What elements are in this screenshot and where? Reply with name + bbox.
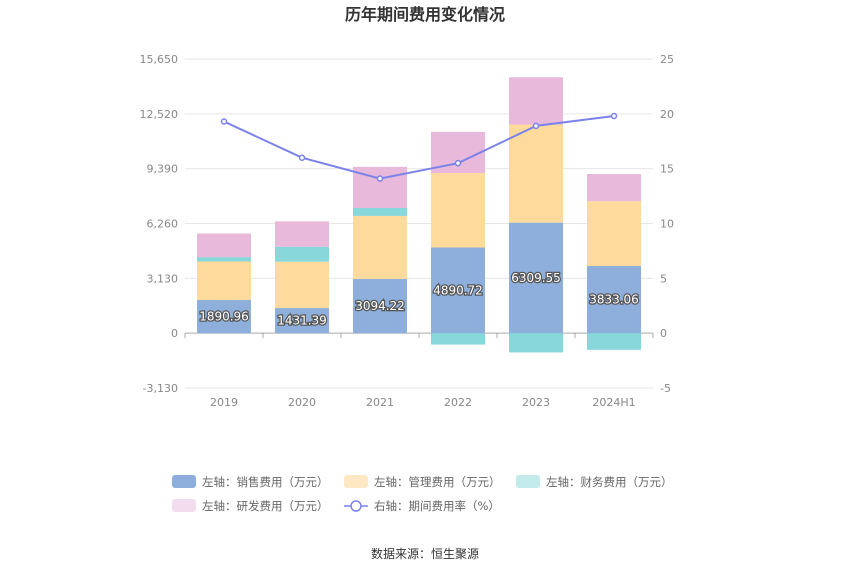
- legend: 左轴：销售费用（万元） 左轴：管理费用（万元） 左轴：财务费用（万元） 左轴：研发费用…: [172, 475, 673, 513]
- rate-point[interactable]: [610, 112, 618, 120]
- rate-point[interactable]: [454, 159, 462, 167]
- bar-segment[interactable]: [509, 124, 563, 223]
- bar-segment[interactable]: [509, 333, 563, 353]
- left-tick-label: 6,260: [147, 218, 179, 231]
- bar-value-label: 4890.72: [433, 283, 483, 297]
- left-tick-label: -3,130: [143, 382, 178, 395]
- legend-label[interactable]: 左轴：管理费用（万元）: [374, 475, 501, 489]
- right-tick-label: -5: [660, 382, 671, 395]
- right-tick-label: 0: [660, 327, 667, 340]
- right-tick-label: 5: [660, 272, 667, 285]
- bar-segment[interactable]: [431, 173, 485, 248]
- bar-value-label: 3833.06: [589, 293, 639, 307]
- bar-segment[interactable]: [353, 278, 407, 334]
- right-tick-label: 10: [660, 218, 674, 231]
- right-tick-label: 15: [660, 163, 674, 176]
- legend-swatch: [172, 499, 196, 512]
- left-tick-label: 12,520: [140, 108, 179, 121]
- rate-line-series: [220, 112, 618, 182]
- bar-segment[interactable]: [587, 333, 641, 350]
- legend-label[interactable]: 左轴：研发费用（万元）: [202, 499, 329, 513]
- left-tick-label: 9,390: [147, 163, 179, 176]
- x-tick-label: 2022: [444, 396, 472, 409]
- x-axis-ticks: 2019 2020 2021 2022 2023 2024H1: [184, 333, 654, 409]
- legend-label[interactable]: 左轴：财务费用（万元）: [546, 475, 673, 489]
- bar-segment[interactable]: [353, 208, 407, 216]
- bar-segment[interactable]: [587, 266, 641, 334]
- bar-value-label: 6309.55: [511, 271, 561, 285]
- legend-label[interactable]: 右轴：期间费用率（%）: [374, 499, 500, 513]
- bar-value-label: 3094.22: [355, 299, 405, 313]
- legend-marker: [350, 500, 362, 512]
- bar-value-label: 1431.39: [277, 314, 327, 328]
- rate-point[interactable]: [532, 122, 540, 130]
- bar-segment[interactable]: [353, 215, 407, 279]
- bar-segment[interactable]: [275, 246, 329, 262]
- rate-point[interactable]: [298, 154, 306, 161]
- right-tick-label: 20: [660, 108, 674, 121]
- bar-value-label: 1890.96: [199, 310, 249, 324]
- legend-swatch: [516, 475, 540, 488]
- bar-segment[interactable]: [275, 221, 329, 247]
- left-tick-label: 15,650: [140, 53, 179, 66]
- bar-segment[interactable]: [587, 174, 641, 202]
- right-axis-ticks: -5 0 5 10 15 20 25: [660, 53, 674, 395]
- bar-segment[interactable]: [275, 261, 329, 309]
- rate-line: [223, 115, 615, 180]
- bar-segment[interactable]: [197, 300, 251, 334]
- bar-segment[interactable]: [509, 77, 563, 125]
- rate-point[interactable]: [376, 175, 384, 182]
- bar-series: [197, 77, 641, 353]
- bar-segment[interactable]: [431, 333, 485, 345]
- data-source: 数据来源：恒生聚源: [371, 546, 479, 561]
- bar-segment[interactable]: [197, 261, 251, 301]
- left-axis-ticks: -3,130 0 3,130 6,260 9,390 12,520 15,650: [140, 53, 179, 395]
- x-tick-label: 2019: [210, 396, 238, 409]
- legend-label[interactable]: 左轴：销售费用（万元）: [202, 475, 329, 489]
- left-tick-label: 0: [171, 327, 178, 340]
- gridlines: [185, 58, 653, 389]
- bar-segment[interactable]: [275, 308, 329, 334]
- x-tick-label: 2020: [288, 396, 316, 409]
- x-tick-label: 2023: [522, 396, 550, 409]
- x-tick-label: 2021: [366, 396, 394, 409]
- legend-swatch: [344, 475, 368, 488]
- bar-segment[interactable]: [509, 222, 563, 334]
- legend-swatch: [172, 475, 196, 488]
- x-tick-label: 2024H1: [592, 396, 635, 409]
- chart-title: 历年期间费用变化情况: [345, 5, 505, 24]
- left-tick-label: 3,130: [147, 272, 179, 285]
- bar-segment[interactable]: [587, 201, 641, 267]
- bar-labels: 1890.96 1431.39 3094.22 4890.72 6309.55 3833.…: [198, 270, 640, 329]
- rate-point[interactable]: [220, 118, 228, 125]
- bar-segment[interactable]: [431, 247, 485, 334]
- bar-segment[interactable]: [197, 233, 251, 258]
- right-tick-label: 25: [660, 53, 674, 66]
- bar-segment[interactable]: [197, 257, 251, 262]
